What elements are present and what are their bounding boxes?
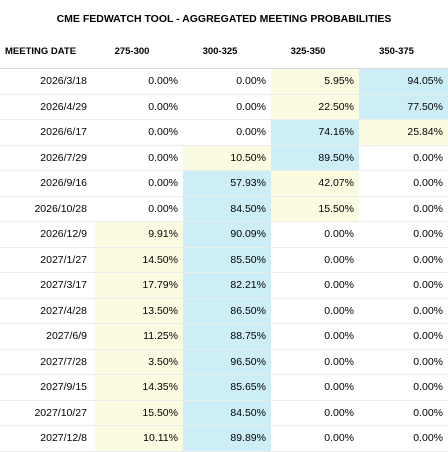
probability-cell: 0.00% xyxy=(271,425,359,452)
meeting-date-cell: 2026/12/9 xyxy=(0,221,95,248)
probability-cell: 14.35% xyxy=(95,374,183,401)
probability-cell: 0.00% xyxy=(359,170,448,197)
meeting-date-cell: 2026/9/16 xyxy=(0,170,95,197)
probability-cell: 15.50% xyxy=(95,400,183,426)
probability-cell: 14.50% xyxy=(95,247,183,273)
table-row: 2027/4/28 13.50% 86.50% 0.00% 0.00% xyxy=(0,298,448,324)
probability-table: MEETING DATE 275-300 300-325 325-350 350… xyxy=(0,34,448,452)
probability-cell: 0.00% xyxy=(359,221,448,248)
meeting-date-cell: 2027/6/9 xyxy=(0,323,95,350)
table-row: 2027/9/15 14.35% 85.65% 0.00% 0.00% xyxy=(0,374,448,401)
meeting-date-cell: 2026/7/29 xyxy=(0,145,95,171)
probability-cell: 74.16% xyxy=(271,119,359,146)
table-title: CME FEDWATCH TOOL - AGGREGATED MEETING P… xyxy=(56,13,392,25)
meeting-date-cell: 2027/7/28 xyxy=(0,349,95,375)
probability-cell: 0.00% xyxy=(359,323,448,350)
table-row: 2027/10/27 15.50% 84.50% 0.00% 0.00% xyxy=(0,400,448,426)
table-row: 2027/1/27 14.50% 85.50% 0.00% 0.00% xyxy=(0,247,448,273)
probability-cell: 88.75% xyxy=(183,323,271,350)
meeting-date-cell: 2027/3/17 xyxy=(0,272,95,299)
probability-cell: 89.89% xyxy=(183,425,271,452)
meeting-date-cell: 2026/3/18 xyxy=(0,68,95,95)
probability-cell: 0.00% xyxy=(359,425,448,452)
probability-cell: 96.50% xyxy=(183,349,271,375)
probability-cell: 0.00% xyxy=(95,170,183,197)
probability-cell: 0.00% xyxy=(271,272,359,299)
probability-cell: 0.00% xyxy=(183,94,271,120)
probability-cell: 0.00% xyxy=(359,400,448,426)
table-row: 2026/4/29 0.00% 0.00% 22.50% 77.50% xyxy=(0,94,448,120)
probability-cell: 0.00% xyxy=(359,145,448,171)
table-body: 2026/3/18 0.00% 0.00% 5.95% 94.05% 2026/4/29 0… xyxy=(0,68,448,452)
probability-cell: 84.50% xyxy=(183,196,271,222)
probability-cell: 3.50% xyxy=(95,349,183,375)
meeting-date-cell: 2027/9/15 xyxy=(0,374,95,401)
probability-cell: 0.00% xyxy=(359,374,448,401)
probability-cell: 0.00% xyxy=(359,247,448,273)
meeting-date-cell: 2027/1/27 xyxy=(0,247,95,273)
meeting-date-cell: 2027/4/28 xyxy=(0,298,95,324)
table-row: 2027/6/9 11.25% 88.75% 0.00% 0.00% xyxy=(0,323,448,350)
probability-cell: 10.11% xyxy=(95,425,183,452)
probability-cell: 42.07% xyxy=(271,170,359,197)
probability-cell: 17.79% xyxy=(95,272,183,299)
header-row: MEETING DATE 275-300 300-325 325-350 350… xyxy=(0,34,448,69)
table-row: 2026/3/18 0.00% 0.00% 5.95% 94.05% xyxy=(0,68,448,95)
probability-cell: 13.50% xyxy=(95,298,183,324)
table-row: 2026/9/16 0.00% 57.93% 42.07% 0.00% xyxy=(0,170,448,197)
probability-cell: 0.00% xyxy=(359,298,448,324)
probability-cell: 0.00% xyxy=(271,349,359,375)
probability-cell: 0.00% xyxy=(359,272,448,299)
probability-cell: 77.50% xyxy=(359,94,448,120)
table-row: 2027/3/17 17.79% 82.21% 0.00% 0.00% xyxy=(0,272,448,299)
probability-cell: 5.95% xyxy=(271,68,359,95)
probability-cell: 57.93% xyxy=(183,170,271,197)
probability-cell: 0.00% xyxy=(183,68,271,95)
probability-cell: 86.50% xyxy=(183,298,271,324)
probability-cell: 82.21% xyxy=(183,272,271,299)
probability-cell: 0.00% xyxy=(183,119,271,146)
meeting-date-cell: 2026/10/28 xyxy=(0,196,95,222)
table-row: 2027/7/28 3.50% 96.50% 0.00% 0.00% xyxy=(0,349,448,375)
probability-cell: 11.25% xyxy=(95,323,183,350)
probability-cell: 9.91% xyxy=(95,221,183,248)
header-300-325: 300-325 xyxy=(183,34,271,69)
table-row: 2026/10/28 0.00% 84.50% 15.50% 0.00% xyxy=(0,196,448,222)
probability-cell: 0.00% xyxy=(95,68,183,95)
probability-cell: 89.50% xyxy=(271,145,359,171)
table-row: 2026/7/29 0.00% 10.50% 89.50% 0.00% xyxy=(0,145,448,171)
probability-cell: 25.84% xyxy=(359,119,448,146)
probability-cell: 0.00% xyxy=(95,119,183,146)
probability-cell: 0.00% xyxy=(95,94,183,120)
probability-cell: 84.50% xyxy=(183,400,271,426)
header-325-350: 325-350 xyxy=(271,34,359,69)
meeting-date-cell: 2027/10/27 xyxy=(0,400,95,426)
header-275-300: 275-300 xyxy=(95,34,183,69)
probability-cell: 0.00% xyxy=(271,374,359,401)
table-row: 2027/12/8 10.11% 89.89% 0.00% 0.00% xyxy=(0,425,448,452)
probability-cell: 0.00% xyxy=(95,145,183,171)
meeting-date-cell: 2026/6/17 xyxy=(0,119,95,146)
probability-cell: 0.00% xyxy=(95,196,183,222)
probability-cell: 0.00% xyxy=(271,323,359,350)
table-row: 2026/6/17 0.00% 0.00% 74.16% 25.84% xyxy=(0,119,448,146)
probability-cell: 90.09% xyxy=(183,221,271,248)
probability-cell: 0.00% xyxy=(271,400,359,426)
meeting-date-cell: 2026/4/29 xyxy=(0,94,95,120)
header-meeting-date: MEETING DATE xyxy=(0,34,95,69)
probability-cell: 0.00% xyxy=(271,221,359,248)
probability-cell: 94.05% xyxy=(359,68,448,95)
probability-cell: 85.65% xyxy=(183,374,271,401)
header-350-375: 350-375 xyxy=(359,34,448,69)
probability-cell: 10.50% xyxy=(183,145,271,171)
probability-cell: 0.00% xyxy=(359,196,448,222)
table-row: 2026/12/9 9.91% 90.09% 0.00% 0.00% xyxy=(0,221,448,248)
probability-cell: 22.50% xyxy=(271,94,359,120)
probability-cell: 0.00% xyxy=(271,247,359,273)
meeting-date-cell: 2027/12/8 xyxy=(0,425,95,452)
probability-cell: 0.00% xyxy=(271,298,359,324)
probability-cell: 15.50% xyxy=(271,196,359,222)
probability-cell: 0.00% xyxy=(359,349,448,375)
probability-cell: 85.50% xyxy=(183,247,271,273)
